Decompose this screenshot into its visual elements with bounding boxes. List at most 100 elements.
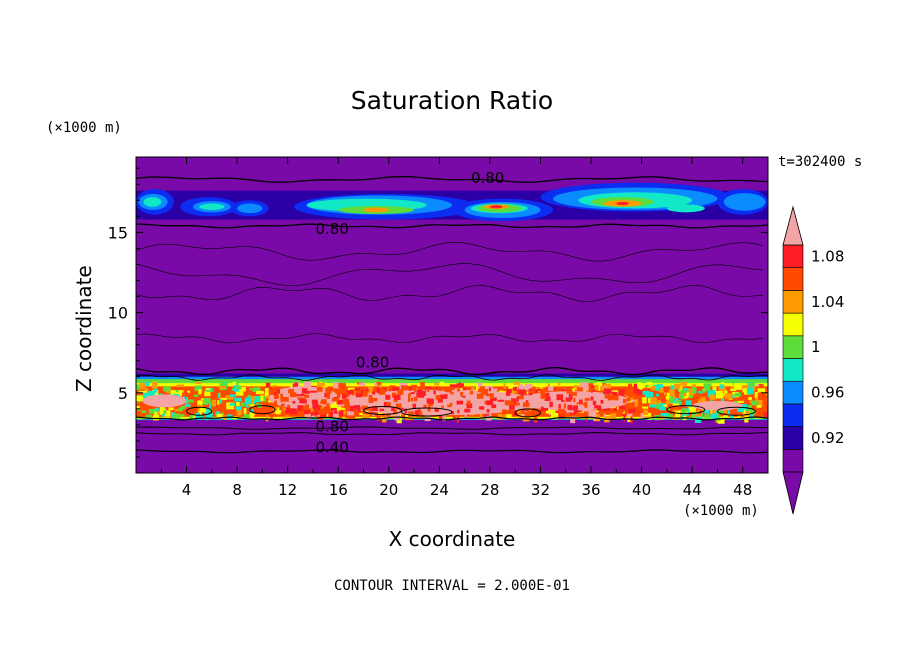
lower-core-speckle (511, 398, 517, 404)
lower-speckle (642, 406, 649, 409)
x-tick-label-11: 48 (733, 481, 752, 499)
lower-core-speckle (413, 396, 418, 402)
lower-speckle (136, 405, 140, 409)
lower-core-speckle (312, 399, 318, 405)
lower-core-speckle (584, 401, 588, 408)
lower-core-speckle (344, 403, 351, 409)
lower-speckle (303, 381, 312, 389)
x-tick-label-1: 8 (232, 481, 242, 499)
lower-core-speckle (479, 406, 485, 410)
contour-line-4 (136, 431, 768, 436)
lower-core-speckle (407, 396, 411, 402)
lower-speckle (217, 399, 220, 405)
lower-speckle (198, 408, 202, 416)
lower-core-speckle (410, 392, 415, 395)
lower-speckle (176, 384, 185, 388)
lower-speckle (205, 387, 211, 392)
lower-core-speckle (301, 388, 308, 393)
contour-line-2 (136, 366, 768, 376)
lower-speckle (220, 397, 227, 401)
lower-core-speckle (570, 392, 577, 396)
lower-speckle (634, 399, 638, 407)
lower-core-speckle (440, 394, 447, 399)
lower-core-speckle (584, 397, 590, 401)
lower-speckle (667, 407, 670, 411)
saturation-field (136, 157, 768, 473)
colorbar-bin-7 (782, 290, 804, 314)
lower-speckle (656, 393, 659, 397)
lower-speckle (163, 410, 167, 415)
contour-label-0: 0.80 (471, 169, 504, 187)
lower-speckle (692, 387, 697, 394)
lower-core-speckle (564, 388, 568, 391)
cloud-closed-contour-6 (716, 406, 756, 416)
lower-core-speckle (626, 402, 632, 406)
lower-speckle (338, 383, 347, 388)
lower-speckle (582, 382, 589, 388)
lower-core-speckle (361, 391, 368, 397)
x-tick-label-3: 16 (329, 481, 348, 499)
lower-speckle (250, 396, 255, 401)
lower-speckle (189, 415, 193, 421)
lower-core-speckle (393, 399, 398, 403)
lower-speckle (675, 411, 681, 419)
lower-speckle (244, 397, 253, 405)
lower-speckle (375, 384, 382, 389)
colorbar-min-extend (782, 471, 804, 515)
lower-speckle (252, 387, 261, 392)
lower-speckle (754, 392, 758, 399)
lower-speckle (648, 396, 651, 404)
lower-core-speckle (506, 409, 514, 415)
lower-speckle (218, 386, 226, 389)
lower-speckle (547, 383, 550, 388)
lower-speckle (376, 381, 382, 385)
lower-core-speckle (489, 400, 494, 406)
lower-core-speckle (516, 397, 519, 402)
lower-speckle (680, 381, 687, 386)
colorbar-label-1: 0.96 (811, 384, 844, 402)
lower-speckle (153, 387, 158, 393)
lower-core-speckle (279, 405, 283, 411)
lower-core-speckle (537, 388, 542, 392)
lower-speckle (603, 383, 612, 391)
lower-core-speckle (273, 386, 280, 393)
lower-speckle (715, 393, 724, 399)
contour-label-3: 0.80 (315, 417, 348, 435)
lower-speckle (159, 408, 167, 416)
lower-speckle (232, 381, 237, 387)
lower-speckle (180, 405, 186, 410)
cloud-base-contour (136, 416, 768, 421)
lower-core-speckle (349, 405, 355, 412)
lower-core-speckle (509, 404, 515, 410)
lower-speckle (671, 399, 677, 404)
lower-speckle (535, 411, 542, 415)
y-tick-label-0: 5 (118, 384, 128, 403)
lower-core-speckle (433, 390, 436, 395)
lower-speckle (186, 399, 194, 403)
lower-core-3 (142, 394, 187, 408)
lower-speckle (195, 381, 202, 384)
lower-core-speckle (404, 408, 407, 414)
lower-core-speckle (618, 389, 624, 396)
lower-speckle (612, 413, 617, 421)
lower-speckle (712, 389, 715, 395)
lower-speckle (618, 406, 623, 410)
x-tick-label-9: 40 (632, 481, 651, 499)
lower-speckle (562, 411, 567, 419)
lower-core-speckle (391, 407, 396, 412)
lower-core-speckle (423, 404, 427, 409)
lower-core-speckle (356, 406, 361, 412)
lower-core-speckle (273, 395, 279, 399)
lower-speckle (503, 383, 506, 389)
lower-core-speckle (456, 400, 464, 405)
lower-speckle (177, 391, 182, 396)
y-tick-label-2: 15 (108, 223, 128, 242)
lower-core-speckle (618, 409, 624, 413)
lower-speckle (136, 395, 144, 402)
lower-speckle (347, 413, 356, 420)
lower-core-speckle (336, 399, 344, 405)
lower-core-speckle (540, 409, 546, 412)
lower-speckle (392, 387, 399, 393)
lower-core-speckle (457, 409, 460, 414)
lower-speckle (177, 414, 185, 417)
